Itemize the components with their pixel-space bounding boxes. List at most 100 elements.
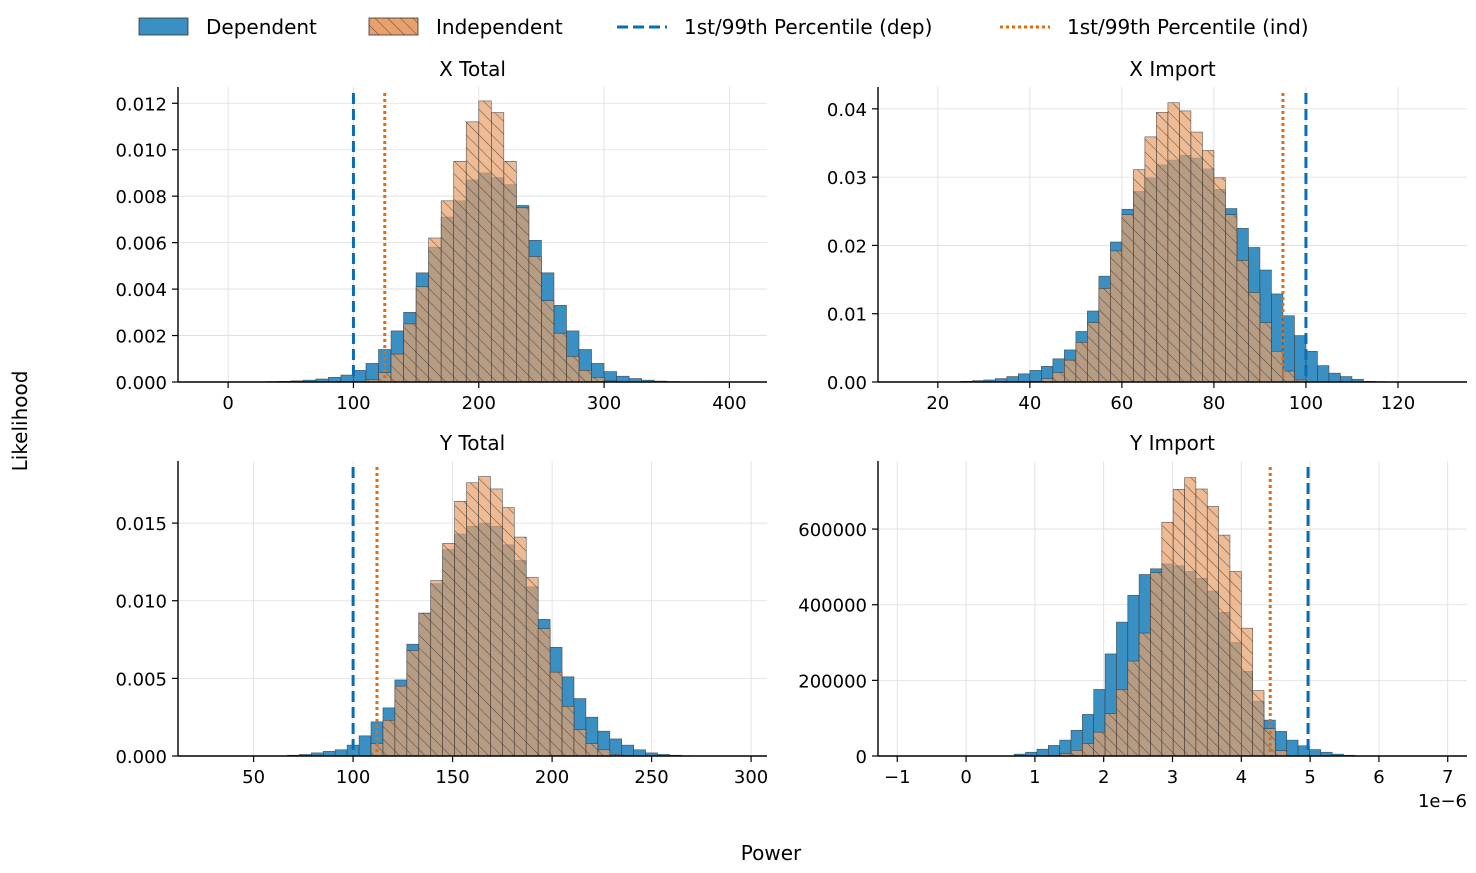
bar-independent-hatch [1294,379,1306,382]
bar-independent-hatch [418,613,431,756]
x-tick-label: 20 [926,393,949,414]
bar-independent-hatch [1064,360,1076,382]
bar-independent-hatch [1121,214,1134,382]
bar-independent-hatch [403,323,417,382]
x-tick-label: 40 [1018,393,1041,414]
x-tick-label: 60 [1110,393,1133,414]
bar-independent-hatch [1075,342,1088,382]
bar-independent-hatch [1110,250,1122,382]
bar-dependent [340,374,354,383]
y-tick-label: 0.00 [827,373,867,394]
x-tick-label: 150 [435,767,469,788]
bar-independent-hatch [1259,322,1272,382]
bar-independent-hatch [416,286,429,382]
bar-independent-hatch [1173,489,1185,756]
bar-independent-hatch [1156,112,1168,382]
y-tick-label: 0.04 [827,100,867,121]
bar-independent-hatch [1150,572,1162,756]
bar-independent-hatch [503,161,517,382]
bar-dependent [1036,748,1049,757]
bar-dependent [1328,372,1341,383]
y-tick-label: 0.02 [827,236,867,257]
x-tick-label: 100 [336,767,370,788]
bar-independent-hatch [1225,214,1237,382]
legend-patch-hatch [369,18,418,35]
bar-independent-hatch [491,112,504,382]
x-tick-label: 200 [535,767,569,788]
panel-title-y-import: Y Import [1129,431,1215,455]
bar-independent-hatch [490,488,503,756]
bar-independent-hatch [566,356,580,382]
legend-label-dependent: Dependent [206,15,317,39]
bar-dependent [1305,350,1318,383]
x-offset-text: 1e−6 [1418,791,1467,812]
y-tick-label: 0.015 [115,514,167,535]
bar-dependent [609,738,623,757]
bar-independent-hatch [1195,488,1208,756]
bar-independent-hatch [1087,322,1099,382]
bar-dependent [621,744,634,757]
bar-independent-hatch [1190,132,1203,382]
bar-independent-hatch [585,743,598,756]
legend-item-dependent: Dependent [138,15,317,39]
bar-dependent [1317,365,1330,383]
y-tick-label: 0.03 [827,168,867,189]
legend-item-percentile-ind: 1st/99th Percentile (ind) [1000,15,1309,39]
bar-dependent [633,749,646,757]
y-tick-label: 0.005 [115,669,167,690]
bar-dependent [1309,749,1322,757]
y-tick-label: 0.000 [115,747,167,768]
y-tick-label: 0.010 [115,141,167,162]
bar-independent-hatch [526,577,539,756]
bar-dependent [365,363,379,383]
bar-independent-hatch [502,507,515,756]
x-tick-label: 0 [960,767,971,788]
bar-independent-hatch [1144,136,1157,382]
x-tick-label: 1 [1029,767,1040,788]
bar-dependent [1048,745,1060,757]
bar-dependent [603,371,617,383]
x-tick-label: 6 [1373,767,1384,788]
bar-independent-hatch [430,580,443,756]
y-tick-label: 400000 [798,596,867,617]
bar-independent-hatch [1236,260,1249,382]
x-tick-label: 300 [734,767,768,788]
legend-label-percentile-dep: 1st/99th Percentile (dep) [684,15,932,39]
bar-dependent [334,749,348,757]
bar-independent-hatch [591,377,605,382]
bar-independent-hatch [550,672,563,756]
bar-independent-hatch [1241,628,1253,756]
bar-independent-hatch [394,686,407,756]
bar-independent-hatch [1082,743,1094,756]
bar-independent-hatch [1133,169,1145,382]
bar-dependent [616,375,630,383]
bar-independent-hatch [553,333,567,382]
panel-y-import: −1 0 1 2 3 4 5 6 7 0 200000 400000 600000 Y Import 1e−… [798,431,1467,812]
bar-independent-hatch [406,650,419,756]
bar-independent-hatch [528,256,542,382]
bar-independent-hatch [541,300,554,382]
bar-independent-hatch [514,537,527,756]
legend-item-independent: Independent [368,15,563,39]
bar-independent-hatch [1161,522,1174,756]
bar-independent-hatch [1105,713,1117,756]
bar-independent-hatch [597,749,610,756]
bar-independent-hatch [1218,535,1230,756]
x-tick-label: 5 [1304,767,1315,788]
y-tick-label: 0.012 [115,94,167,115]
bar-independent-hatch [1264,728,1276,756]
panel-x-import: 20 40 60 80 100 120 0.00 0.01 0.02 0.03 0.04 X Impo… [827,57,1467,414]
bar-dependent [353,370,367,383]
x-tick-label: 2 [1098,767,1109,788]
bar-independent-hatch [391,354,404,382]
bar-independent-hatch [1071,750,1083,756]
bar-dependent [1294,335,1307,383]
panel-x-total: 0 100 200 300 400 0.000 0.002 0.004 0.006 0.008 0.… [115,57,767,414]
bar-dependent [358,735,372,757]
bar-independent-hatch [478,100,492,382]
y-tick-label: 600000 [798,520,867,541]
bar-independent-hatch [1184,477,1196,756]
legend-label-percentile-ind: 1st/99th Percentile (ind) [1067,15,1309,39]
legend: Dependent Independent 1st/99th Percentil… [138,15,1309,39]
x-tick-label: 0 [222,393,233,414]
